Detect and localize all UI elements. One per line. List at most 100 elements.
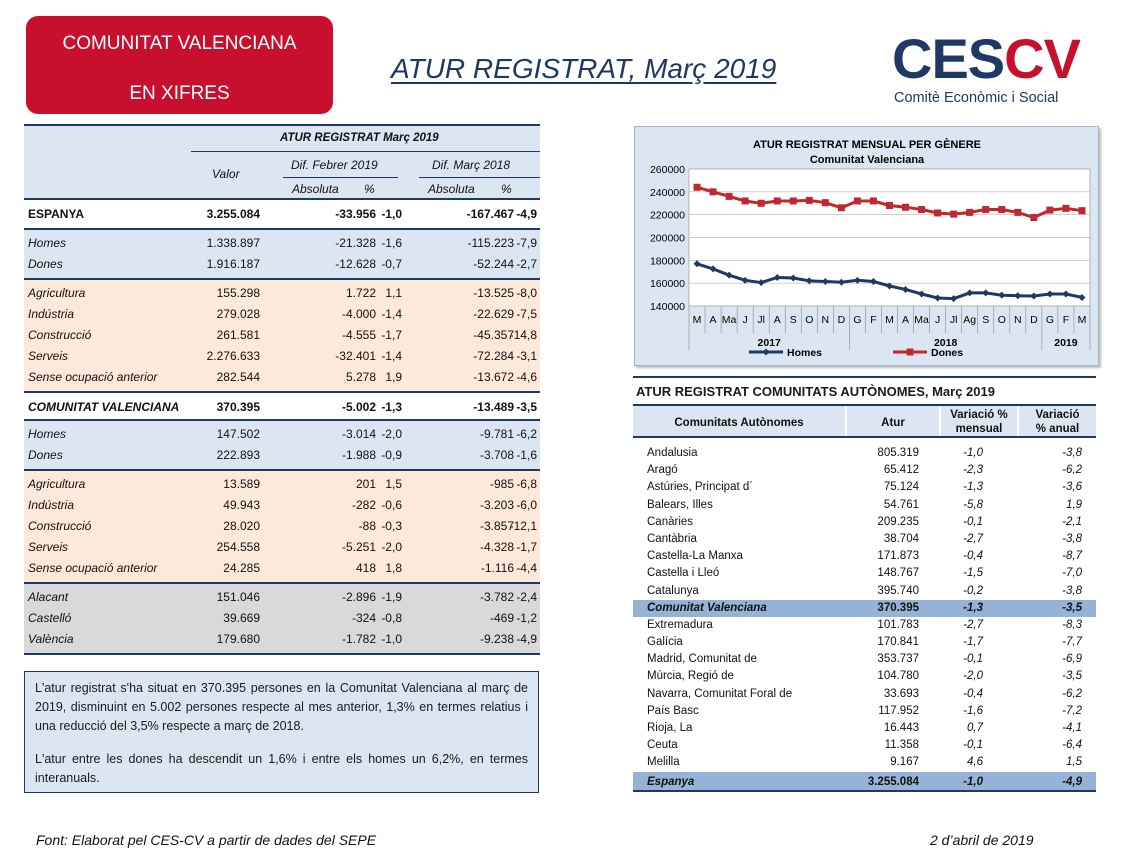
table-row: Indústria 49.943 -282 -0,6 -3.203 -6,0	[24, 495, 540, 516]
cell-abs2: -22.629	[473, 307, 514, 321]
data-point-homes	[837, 278, 845, 286]
header-rule-1	[191, 151, 540, 152]
cell-var-mensual: -2,7	[963, 532, 983, 545]
data-point-homes	[886, 282, 893, 290]
cell-pct1: -0,3	[381, 519, 402, 533]
cell-abs1: -4.555	[341, 328, 376, 342]
data-point-homes	[982, 289, 990, 297]
cell-atur: 209.235	[877, 515, 919, 528]
data-point-dones	[741, 197, 749, 205]
col-var-anual: Variació % anual	[1019, 408, 1096, 436]
x-tick-label: F	[870, 314, 876, 326]
cell-pct1: -1,0	[381, 632, 402, 646]
table-row: Madrid, Comunitat de 353.737 -0,1 -6,9	[633, 651, 1096, 668]
cescv-logo: CESCV Comitè Econòmic i Social	[892, 26, 1097, 112]
cell-comunitat: Espanya	[647, 775, 695, 788]
data-point-dones	[821, 199, 829, 207]
cell-pct1: -0,6	[381, 498, 402, 512]
table-row: Catalunya 395.740 -0,2 -3,8	[633, 583, 1096, 600]
cell-comunitat: Extremadura	[647, 618, 713, 631]
data-point-dones	[757, 199, 765, 207]
data-point-dones	[805, 196, 813, 204]
region-badge: COMUNITAT VALENCIANA EN XIFRES	[26, 16, 333, 114]
cell-comunitat: Astúries, Principat d´	[647, 481, 754, 494]
data-point-homes	[1046, 290, 1054, 298]
data-point-homes	[966, 289, 974, 297]
x-tick-label: A	[774, 314, 781, 326]
table-row: Homes 147.502 -3.014 -2,0 -9.781 -6,2	[24, 424, 540, 445]
cell-abs2: -3.782	[479, 590, 514, 604]
cell-comunitat: Ceuta	[647, 739, 678, 752]
cell-abs1: -1.988	[341, 448, 376, 462]
cell-atur: 11.358	[884, 739, 919, 752]
table-row: Agricultura 155.298 1.722 1,1 -13.525 -8,0	[24, 283, 540, 304]
cell-var-mensual: -0,4	[963, 687, 983, 700]
data-point-homes	[1062, 290, 1070, 298]
data-point-dones	[709, 188, 717, 196]
cell-atur: 805.319	[877, 447, 919, 459]
cell-abs1: 418	[355, 561, 376, 575]
cell-abs2: -72.284	[473, 349, 514, 363]
cell-var-anual: -6,2	[1062, 687, 1082, 700]
data-point-dones	[934, 209, 942, 217]
cell-valor: 147.502	[216, 427, 260, 441]
table-row-total: Espanya 3.255.084 -1,0 -4,9	[633, 771, 1096, 792]
cell-pct1: 1,5	[385, 477, 402, 491]
data-point-dones	[950, 210, 958, 218]
cell-var-anual: -2,1	[1062, 515, 1082, 528]
cell-abs1: -2.896	[341, 590, 376, 604]
cell-label: Dones	[28, 448, 63, 462]
x-tick-label: S	[790, 314, 797, 326]
data-point-homes	[902, 285, 910, 293]
cell-pct2: -2,7	[516, 257, 537, 271]
table-row: Dones 1.916.187 -12.628 -0,7 -52.244 -2,7	[24, 254, 540, 275]
table-row: Balears, Illes 54.761 -5,8 1,9	[633, 497, 1096, 514]
cell-var-mensual: -0,2	[963, 584, 983, 597]
cell-comunitat: Comunitat Valenciana	[647, 601, 767, 614]
cell-valor: 24.285	[223, 561, 260, 575]
cell-var-mensual: -0,4	[963, 550, 983, 563]
header-separator-1	[845, 406, 847, 436]
col-var-anual-l2: % anual	[1035, 423, 1080, 435]
legend-label-homes: Homes	[787, 347, 822, 359]
cell-pct1: -0,8	[381, 611, 402, 625]
cell-label: Indústria	[28, 498, 75, 512]
cell-comunitat: Madrid, Comunitat de	[647, 653, 757, 666]
atur-table-header: ATUR REGISTRAT Març 2019 Valor Dif. Febr…	[24, 124, 540, 200]
cell-var-anual: -3,8	[1062, 447, 1082, 459]
col-dif-febrer: Dif. Febrer 2019	[291, 158, 378, 172]
page-title: ATUR REGISTRAT, Març 2019	[391, 53, 777, 84]
cell-atur: 395.740	[877, 584, 919, 597]
cell-abs1: 201	[355, 477, 376, 491]
autonomies-table: ATUR REGISTRAT COMUNITATS AUTÒNOMES, Mar…	[633, 376, 1096, 792]
cell-label: Indústria	[28, 307, 75, 321]
group-cv-sector: Agricultura 13.589 201 1,5 -985 -6,8 Indústria…	[24, 469, 540, 582]
cell-pct1: -0,7	[381, 257, 402, 271]
cell-atur: 353.737	[877, 653, 919, 666]
table-row: Melilla 9.167 4,6 1,5	[633, 754, 1096, 771]
cell-atur: 9.167	[890, 756, 919, 769]
cell-atur: 65.412	[883, 464, 919, 477]
cell-valor: 279.028	[216, 307, 260, 321]
cell-var-mensual: -1,3	[963, 481, 983, 494]
data-point-homes	[757, 279, 765, 287]
x-tick-label: S	[982, 314, 989, 326]
gender-line-chart: ATUR REGISTRAT MENSUAL PER GÈNERE Comunit…	[634, 126, 1099, 366]
cell-var-anual: -8,7	[1062, 550, 1082, 563]
cell-pct2: -4,4	[516, 561, 537, 575]
cell-abs2: -115.223	[467, 236, 514, 250]
table-row: Sense ocupació anterior 282.544 5.278 1,9 -1…	[24, 367, 540, 388]
table-row: Andalusia 805.319 -1,0 -3,8	[633, 445, 1096, 462]
cell-pct1: -2,0	[381, 427, 402, 441]
group-provincies: Alacant 151.046 -2.896 -1,9 -3.782 -2,4 Castel…	[24, 582, 540, 655]
y-tick-label: 220000	[650, 210, 685, 222]
cell-pct1: 1,9	[385, 370, 402, 384]
data-point-homes	[1030, 292, 1038, 300]
row-espanya: ESPANYA 3.255.084 -33.956 -1,0 -167.467 …	[24, 200, 540, 228]
cell-comunitat: Catalunya	[647, 584, 699, 597]
data-point-dones	[789, 197, 797, 205]
cell-atur: 171.873	[877, 550, 919, 563]
x-tick-label: M	[693, 314, 702, 326]
data-point-dones	[1046, 206, 1054, 214]
table-row: Castella i Lleó 148.767 -1,5 -7,0	[633, 565, 1096, 582]
